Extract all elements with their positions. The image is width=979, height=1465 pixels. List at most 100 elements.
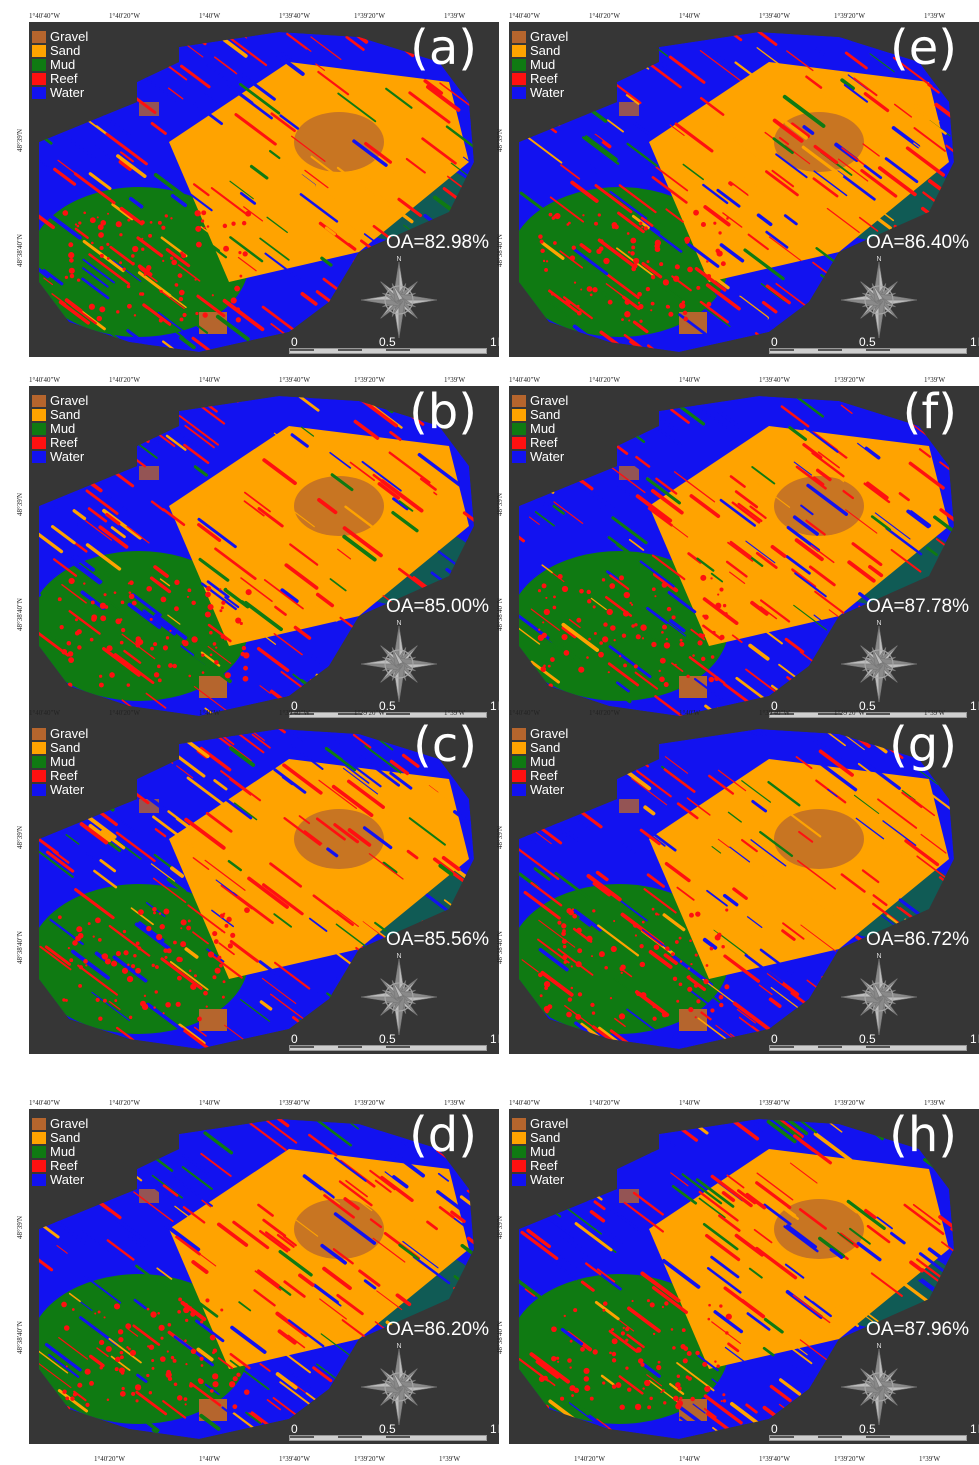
latitude-tick-label: 48°39'N — [496, 492, 504, 516]
compass-n-label: N — [876, 620, 881, 627]
scale-bar: 00.51km — [285, 335, 499, 357]
latitude-tick-label: 48°38'40"N — [496, 931, 504, 964]
legend-label: Water — [530, 1172, 565, 1187]
scale-label-mid: 0.5 — [859, 1422, 876, 1436]
longitude-tick-label: 1°39'20"W — [354, 1099, 386, 1107]
legend-label: Reef — [530, 435, 558, 450]
scale-label-zero: 0 — [771, 1422, 778, 1436]
north-arrow-icon: N — [359, 254, 439, 345]
map-panel-h: Gravel Sand Mud Reef Water (h) OA=87.96% N 0 0.5 1… — [509, 1109, 979, 1444]
latitude-tick-label: 48°38'40"N — [496, 234, 504, 267]
scale-label-end: 1 — [490, 699, 497, 713]
legend-item-gravel: Gravel — [512, 1117, 568, 1131]
longitude-tick-label: 1°39'20"W — [354, 709, 386, 717]
legend: Gravel Sand Mud Reef Water — [512, 30, 568, 100]
scale-bar-segment — [338, 1046, 362, 1048]
legend-swatch — [512, 784, 526, 796]
legend-item-gravel: Gravel — [512, 727, 568, 741]
legend-swatch — [512, 451, 526, 463]
longitude-tick-label: 1°39'20"W — [834, 1099, 866, 1107]
legend-label: Reef — [530, 768, 558, 783]
legend: Gravel Sand Mud Reef Water — [512, 1117, 568, 1187]
map-canvas — [519, 32, 954, 352]
legend-swatch — [32, 73, 46, 85]
compass-n-label: N — [876, 1343, 881, 1350]
legend-label: Reef — [50, 71, 78, 86]
longitude-tick-label: 1°40'20"W — [109, 1099, 141, 1107]
scale-label-end: 1 — [970, 1422, 977, 1436]
classified-seabed-map — [39, 729, 474, 1049]
latitude-tick-label: 48°39'N — [16, 128, 24, 152]
scale-bar-segment — [770, 1436, 794, 1438]
scale-bar-segment — [866, 349, 890, 351]
scale-label-mid: 0.5 — [859, 699, 876, 713]
legend-item-gravel: Gravel — [32, 30, 88, 44]
compass-n-label: N — [876, 953, 881, 960]
legend-item-water: Water — [512, 450, 568, 464]
longitude-tick-label: 1°40'20"W — [589, 376, 621, 384]
latitude-tick-label: 48°39'N — [16, 492, 24, 516]
map-panel-f: Gravel Sand Mud Reef Water (f) OA=87.78% N 0 0.5 1… — [509, 386, 979, 721]
longitude-tick-label: 1°40'40"W — [509, 1099, 541, 1107]
scale-bar-segment — [338, 713, 362, 715]
north-arrow-icon: N — [359, 951, 439, 1042]
map-panel-b: Gravel Sand Mud Reef Water (b) OA=85.00% N 0 0.5 1… — [29, 386, 499, 721]
legend-swatch — [32, 423, 46, 435]
scale-bar: 00.51km — [285, 699, 499, 721]
legend-label: Sand — [530, 1130, 561, 1145]
longitude-tick-label: 1°39'W — [444, 1099, 466, 1107]
overall-accuracy-label: OA=86.72% — [866, 929, 969, 950]
scale-unit: km — [498, 335, 499, 349]
legend-label: Mud — [50, 754, 76, 769]
longitude-tick-label: 1°40'W — [679, 1455, 701, 1463]
legend-swatch — [32, 1132, 46, 1144]
legend-swatch — [32, 1174, 46, 1186]
panel-label: (f) — [902, 386, 957, 440]
legend-swatch — [512, 1146, 526, 1158]
panel-label: (a) — [410, 22, 477, 76]
overall-accuracy-label: OA=86.40% — [866, 232, 969, 253]
legend-swatch — [512, 59, 526, 71]
legend-swatch — [32, 784, 46, 796]
legend-item-gravel: Gravel — [512, 30, 568, 44]
longitude-tick-label: 1°40'40"W — [29, 12, 61, 20]
legend-swatch — [512, 1160, 526, 1172]
legend-item-sand: Sand — [32, 1131, 88, 1145]
map-canvas — [519, 729, 954, 1049]
longitude-tick-label: 1°39'W — [919, 1455, 941, 1463]
scale-bar: 00.51km — [765, 699, 979, 721]
legend-swatch — [512, 770, 526, 782]
longitude-tick-label: 1°40'20"W — [94, 1455, 126, 1463]
legend-label: Sand — [50, 407, 81, 422]
map-panel-e: Gravel Sand Mud Reef Water (e) OA=86.40% N 0 0.5 1… — [509, 22, 979, 357]
overall-accuracy-label: OA=85.00% — [386, 596, 489, 617]
legend-item-sand: Sand — [32, 408, 88, 422]
legend-swatch — [32, 87, 46, 99]
longitude-tick-label: 1°39'20"W — [834, 709, 866, 717]
scale-bar-segment — [338, 349, 362, 351]
legend-item-sand: Sand — [32, 44, 88, 58]
map-frame: Gravel Sand Mud Reef Water (h) OA=87.96% N 0 0.5 1… — [509, 1109, 979, 1444]
overall-accuracy-label: OA=86.20% — [386, 1319, 489, 1340]
scale-bar: 00.51km — [285, 1422, 499, 1444]
legend-item-sand: Sand — [512, 1131, 568, 1145]
longitude-tick-label: 1°40'20"W — [589, 12, 621, 20]
scale-bar-track — [289, 712, 487, 718]
scale-bar-segment — [386, 713, 410, 715]
legend-item-gravel: Gravel — [32, 394, 88, 408]
scale-bar-track — [769, 348, 967, 354]
legend-label: Gravel — [530, 393, 569, 408]
scale-bar-segment — [290, 1046, 314, 1048]
map-frame: Gravel Sand Mud Reef Water (e) OA=86.40% N 0 0.5 1… — [509, 22, 979, 357]
legend-swatch — [512, 87, 526, 99]
legend-item-reef: Reef — [32, 769, 88, 783]
legend-item-reef: Reef — [512, 1159, 568, 1173]
scale-bar-segment — [818, 1436, 842, 1438]
map-canvas — [519, 1119, 954, 1439]
latitude-tick-label: 48°39'N — [496, 825, 504, 849]
legend-label: Sand — [50, 43, 81, 58]
scale-bar-track — [289, 348, 487, 354]
overall-accuracy-label: OA=87.96% — [866, 1319, 969, 1340]
compass-n-label: N — [396, 1343, 401, 1350]
legend-item-mud: Mud — [512, 1145, 568, 1159]
